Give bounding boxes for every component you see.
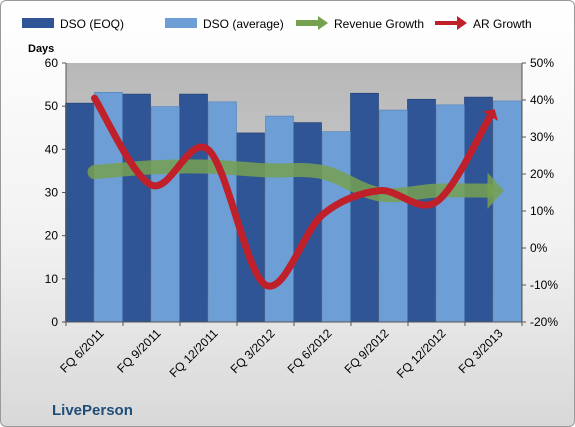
x-tick-label: FQ 9/2012: [342, 326, 392, 376]
x-tick-label: FQ 6/2012: [285, 326, 335, 376]
y2-tick-label: 50%: [530, 56, 554, 70]
y2-tick-label: -20%: [530, 315, 558, 329]
y-tick-label: 10: [45, 272, 59, 286]
bar-dso-average-1: [151, 106, 180, 323]
revenue-growth-line: [87, 159, 495, 203]
y-axis-title: Days: [28, 43, 54, 55]
y-tick-label: 60: [45, 56, 59, 70]
revenue-growth-arrowhead-group: [487, 172, 504, 209]
revenue-growth-arrowhead: [487, 172, 504, 209]
legend-label-dso-eoq: DSO (EOQ): [60, 17, 124, 31]
x-tick-label: FQ 3/2013: [456, 326, 506, 376]
y-tick-label: 30: [45, 186, 59, 200]
bar-dso-average-3: [265, 115, 294, 323]
y2-tick-label: 10%: [530, 204, 554, 218]
ar-growth-line: [91, 94, 494, 290]
legend-arrow-ar-growth: [457, 16, 467, 30]
bar-dso-eoq-6: [407, 98, 436, 323]
bar-dso-eoq-1: [122, 93, 151, 323]
bar-dso-eoq-2: [179, 93, 208, 323]
legend-label-revenue-growth: Revenue Growth: [334, 17, 424, 31]
y2-tick-label: 40%: [530, 93, 554, 107]
bar-dso-eoq-5: [350, 92, 379, 323]
ar-growth-arrowhead: [482, 109, 499, 122]
y2-tick-label: -10%: [530, 278, 558, 292]
x-tick-label: FQ 12/2012: [394, 326, 449, 381]
bar-dso-eoq-0: [65, 102, 94, 323]
brand-label: LivePerson: [52, 402, 133, 419]
y-tick-label: 20: [45, 229, 59, 243]
x-tick-label: FQ 3/2012: [228, 326, 278, 376]
x-tick-label: FQ 12/2011: [167, 326, 221, 380]
legend-label-ar-growth: AR Growth: [473, 17, 532, 31]
x-tick-label: FQ 9/2011: [114, 326, 164, 376]
ar-growth-arrowhead-group: [482, 109, 499, 122]
bar-dso-average-5: [379, 109, 408, 323]
bar-dso-average-4: [322, 131, 351, 323]
legend-label-dso-average: DSO (average): [203, 17, 284, 31]
y-tick-label: 40: [45, 142, 59, 156]
bar-dso-average-6: [436, 104, 465, 323]
y2-tick-label: 20%: [530, 167, 554, 181]
x-tick-label: FQ 6/2011: [57, 326, 107, 376]
y2-tick-label: 30%: [530, 130, 554, 144]
y2-tick-label: 0%: [530, 241, 548, 255]
legend-arrow-revenue-growth: [318, 16, 328, 30]
legend-swatch-dso-eoq: [22, 18, 54, 28]
bar-dso-average-7: [493, 100, 522, 323]
y-tick-label: 0: [51, 315, 58, 329]
y-tick-label: 50: [45, 99, 59, 113]
legend-swatch-dso-average: [165, 18, 197, 28]
